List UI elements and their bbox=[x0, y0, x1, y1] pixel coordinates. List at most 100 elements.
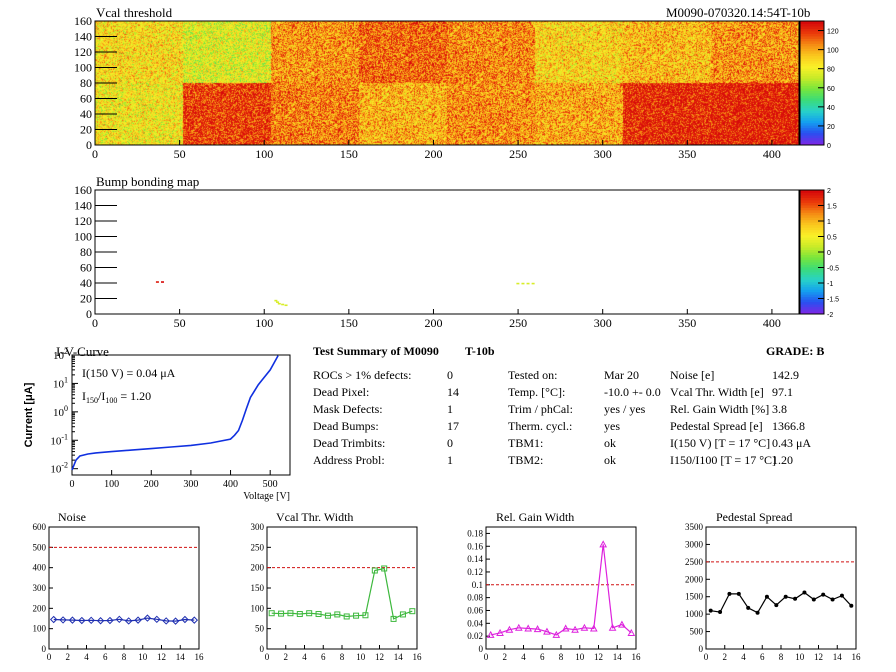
gain-width-point bbox=[608, 623, 617, 631]
bump-bonding-title: Bump bonding map bbox=[96, 174, 200, 189]
vcal-colorbar-band bbox=[800, 92, 824, 96]
vcal-colorbar-band bbox=[800, 127, 824, 131]
bump-colorbar-band bbox=[800, 192, 824, 196]
vcal-width-point bbox=[296, 611, 303, 618]
noise-point bbox=[181, 615, 189, 624]
bump-colorbar-band bbox=[800, 209, 824, 213]
bump-colorbar-band bbox=[800, 281, 824, 285]
vcal-width-y-tick-label: 100 bbox=[251, 603, 265, 613]
pedestal-x-tick-label: 16 bbox=[852, 652, 862, 662]
gain-width-point bbox=[618, 620, 626, 628]
iv-annotation-current: I(150 V) = 0.04 μA bbox=[82, 366, 176, 380]
gain-width-point bbox=[533, 625, 542, 633]
noise-point bbox=[87, 616, 95, 625]
vcal-colorbar-band bbox=[800, 137, 824, 141]
noise-point bbox=[78, 616, 86, 625]
bump-y-tick-label: 100 bbox=[74, 230, 92, 244]
defect-stat-value: 1 bbox=[447, 453, 453, 467]
noise-title: Noise bbox=[58, 510, 86, 524]
pedestal-point bbox=[811, 597, 816, 602]
bump-y-tick-label: 160 bbox=[74, 183, 92, 197]
bump-colorbar-band bbox=[800, 291, 824, 295]
noise-x-tick-label: 14 bbox=[176, 652, 186, 662]
iv-x-tick-label: 0 bbox=[70, 479, 75, 490]
test-condition-label: TBM1: bbox=[508, 436, 544, 450]
vcal-x-tick-label: 350 bbox=[678, 147, 696, 161]
iv-x-tick-label: 300 bbox=[183, 479, 198, 490]
noise-point bbox=[49, 615, 58, 624]
vcal-width-x-tick-label: 8 bbox=[340, 652, 345, 662]
bump-colorbar-band bbox=[800, 207, 824, 211]
bump-colorbar-label: -1 bbox=[827, 281, 833, 288]
bump-colorbar-band bbox=[800, 289, 824, 293]
gain-width-x-tick-label: 6 bbox=[540, 652, 545, 662]
noise-y-tick-label: 0 bbox=[42, 644, 47, 654]
bump-colorbar-band bbox=[800, 284, 824, 288]
test-condition-value: Mar 20 bbox=[604, 368, 639, 382]
defect-stat-label: Mask Defects: bbox=[313, 402, 383, 416]
vcal-y-tick-label: 120 bbox=[74, 45, 92, 59]
grade-label: GRADE: B bbox=[766, 344, 825, 358]
gain-width-y-tick-label: 0.02 bbox=[467, 631, 483, 641]
vcal-colorbar-band bbox=[800, 110, 824, 114]
vcal-width-frame bbox=[266, 526, 418, 650]
iv-series-line bbox=[71, 355, 279, 471]
bump-colorbar-band bbox=[800, 239, 824, 243]
gain-width-point bbox=[589, 624, 598, 632]
vcal-width-point bbox=[278, 610, 285, 617]
vcal-y-tick-label: 80 bbox=[80, 76, 92, 90]
gain-width-y-tick-label: 0.18 bbox=[467, 528, 483, 538]
noise-point bbox=[68, 616, 77, 624]
vcal-width-y-tick-label: 50 bbox=[255, 624, 265, 634]
bump-colorbar-band bbox=[800, 266, 824, 270]
module-stat-label: Rel. Gain Width [%] bbox=[670, 402, 770, 416]
noise-y-tick-label: 300 bbox=[33, 583, 47, 593]
vcal-colorbar-band bbox=[800, 63, 824, 67]
gain-width-y-tick-label: 0.04 bbox=[467, 618, 483, 628]
vcal-colorbar-label: 80 bbox=[827, 67, 835, 74]
bump-colorbar-band bbox=[800, 271, 824, 275]
vcal-colorbar-band bbox=[800, 35, 824, 39]
bump-colorbar-band bbox=[800, 234, 824, 238]
bump-colorbar-band bbox=[800, 304, 824, 308]
vcal-x-tick-label: 400 bbox=[763, 147, 781, 161]
pedestal-point bbox=[821, 592, 826, 597]
pedestal-y-tick-label: 1500 bbox=[685, 592, 704, 602]
gain-width-y-tick-label: 0.16 bbox=[467, 541, 483, 551]
vcal-colorbar-band bbox=[800, 115, 824, 119]
pedestal-point bbox=[849, 603, 854, 608]
defect-stat-value: 14 bbox=[447, 385, 459, 399]
bump-y-tick-label: 0 bbox=[86, 307, 92, 321]
vcal-colorbar-band bbox=[800, 75, 824, 79]
test-condition-value: ok bbox=[604, 436, 616, 450]
gain-width-point bbox=[543, 627, 551, 635]
vcal-colorbar-label: 20 bbox=[827, 124, 835, 131]
bump-colorbar-label: -0.5 bbox=[827, 266, 839, 273]
bump-colorbar-band bbox=[800, 259, 824, 263]
iv-xlabel: Voltage [V] bbox=[243, 491, 290, 502]
bump-point bbox=[284, 304, 288, 307]
vcal-colorbar-band bbox=[800, 40, 824, 44]
bump-y-tick-label: 20 bbox=[80, 292, 92, 306]
pedestal-point bbox=[755, 610, 760, 615]
vcal-x-tick-label: 250 bbox=[509, 147, 527, 161]
bump-colorbar-band bbox=[800, 202, 824, 206]
vcal-colorbar-band bbox=[800, 130, 824, 134]
vcal-colorbar-band bbox=[800, 90, 824, 94]
vcal-width-x-tick-label: 16 bbox=[413, 652, 423, 662]
vcal-x-tick-label: 100 bbox=[255, 147, 273, 161]
module-stat-label: Pedestal Spread [e] bbox=[670, 419, 763, 433]
pedestal-y-tick-label: 1000 bbox=[685, 609, 704, 619]
noise-x-tick-label: 2 bbox=[66, 652, 71, 662]
bump-point bbox=[155, 281, 159, 283]
bump-point bbox=[531, 282, 535, 285]
test-condition-label: Therm. cycl.: bbox=[508, 419, 573, 433]
module-stat-value: 1.20 bbox=[772, 453, 793, 467]
gain-width-y-tick-label: 0.06 bbox=[467, 605, 483, 615]
pedestal-point bbox=[774, 603, 779, 608]
noise-x-tick-label: 16 bbox=[195, 652, 205, 662]
vcal-width-x-tick-label: 10 bbox=[356, 652, 366, 662]
gain-width-point bbox=[561, 624, 570, 632]
